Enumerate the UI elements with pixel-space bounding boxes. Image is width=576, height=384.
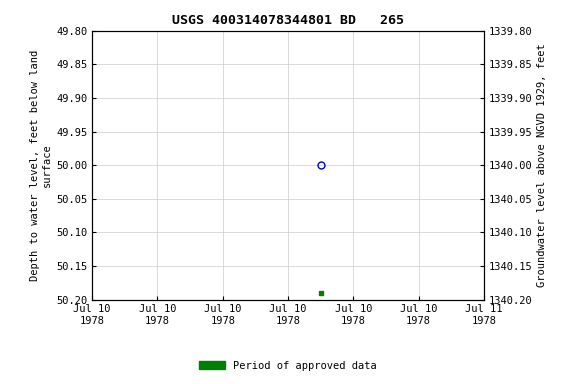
Y-axis label: Groundwater level above NGVD 1929, feet: Groundwater level above NGVD 1929, feet — [537, 43, 547, 287]
Legend: Period of approved data: Period of approved data — [195, 357, 381, 375]
Y-axis label: Depth to water level, feet below land
surface: Depth to water level, feet below land su… — [31, 50, 52, 281]
Title: USGS 400314078344801 BD   265: USGS 400314078344801 BD 265 — [172, 14, 404, 27]
